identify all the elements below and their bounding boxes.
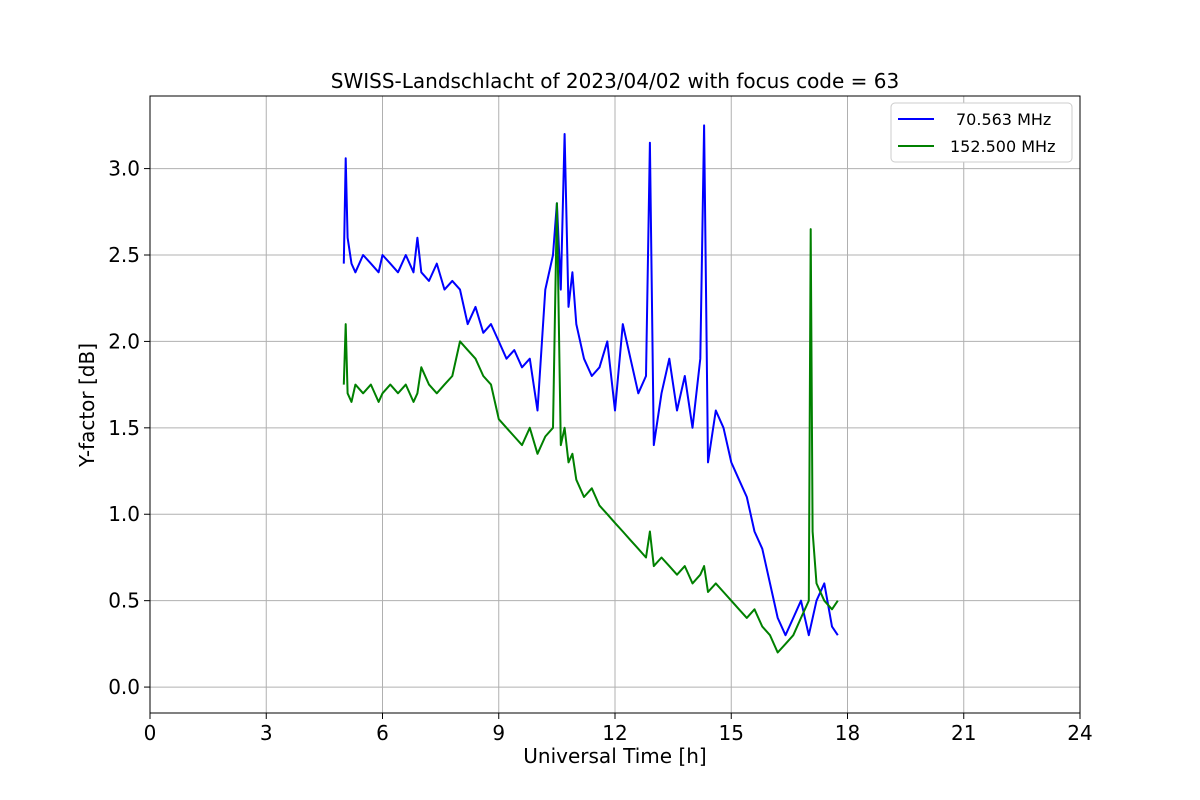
y-tick-label: 2.5 [108, 243, 140, 267]
y-tick-label: 1.0 [108, 502, 140, 526]
legend: 70.563 MHz 152.500 MHz [890, 102, 1073, 163]
legend-box [890, 102, 1073, 163]
series-line-2 [342, 202, 839, 654]
x-axis-label: Universal Time [h] [523, 744, 706, 768]
y-tick-label: 2.0 [108, 329, 140, 353]
y-tick-label: 0.5 [108, 589, 140, 613]
x-tick-label: 0 [144, 721, 157, 745]
x-tick-label: 12 [602, 721, 627, 745]
x-tick-label: 21 [951, 721, 976, 745]
y-axis-label: Y-factor [dB] [75, 343, 99, 468]
tick-layer: 0 3 6 9 12 15 18 21 24 0.0 0.5 1.0 1.5 2.0 2.5 3.0 [108, 157, 1093, 745]
x-tick-label: 24 [1067, 721, 1092, 745]
x-tick-label: 15 [719, 721, 744, 745]
y-tick-label: 0.0 [108, 675, 140, 699]
legend-label-series-1: 70.563 MHz [956, 110, 1051, 129]
x-tick-label: 3 [260, 721, 273, 745]
x-tick-label: 9 [492, 721, 505, 745]
legend-label-series-2: 152.500 MHz [950, 137, 1055, 156]
y-tick-label: 3.0 [108, 157, 140, 181]
series-line-1 [342, 124, 839, 637]
x-tick-label: 6 [376, 721, 389, 745]
y-tick-label: 1.5 [108, 416, 140, 440]
x-tick-label: 18 [835, 721, 860, 745]
chart-title: SWISS-Landschlacht of 2023/04/02 with fo… [331, 69, 899, 93]
series-layer [342, 124, 839, 654]
